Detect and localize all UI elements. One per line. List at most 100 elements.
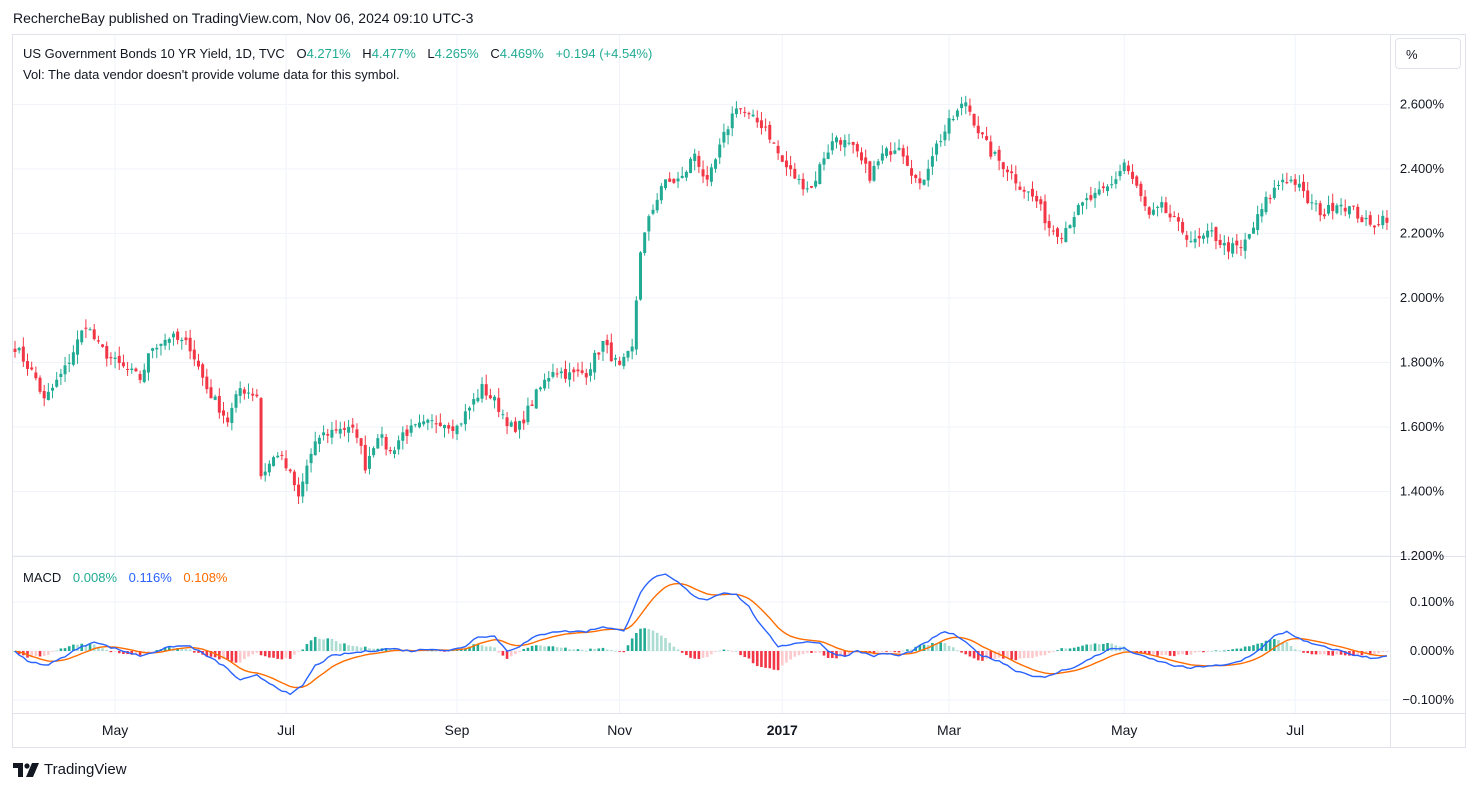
candle-body — [1060, 238, 1064, 240]
tradingview-logo[interactable]: TradingView — [13, 761, 127, 778]
candle-body — [255, 394, 259, 397]
candle-body — [1072, 217, 1076, 228]
candle-body — [409, 425, 413, 433]
macd-histogram-bar — [109, 651, 113, 653]
macd-histogram-bar — [389, 648, 392, 651]
candle-body — [401, 432, 405, 441]
candle-body — [205, 376, 209, 390]
candle-body — [180, 339, 184, 342]
candle-body — [413, 424, 417, 426]
candle-body — [21, 346, 25, 362]
published-header: RechercheBay published on TradingView.co… — [13, 10, 474, 26]
macd-histogram-bar — [776, 651, 780, 671]
macd-histogram-bar — [1010, 651, 1013, 660]
macd-histogram-bar — [543, 646, 546, 651]
macd-histogram-bar — [935, 643, 938, 651]
macd-histogram-bar — [530, 645, 534, 651]
macd-histogram-bar — [472, 644, 475, 651]
open-label: O — [296, 46, 307, 61]
macd-histogram-bar — [751, 651, 755, 664]
candle-body — [430, 420, 434, 422]
candle-body — [1089, 195, 1093, 200]
candle-body — [772, 142, 776, 144]
macd-histogram-bar — [376, 648, 380, 651]
low-value: 4.265% — [434, 46, 479, 61]
candle-body — [484, 384, 488, 396]
macd-histogram-bar — [943, 643, 947, 651]
macd-histogram-bar — [947, 645, 951, 651]
candle-body — [309, 453, 313, 464]
macd-histogram-bar — [1381, 651, 1385, 652]
macd-histogram-bar — [584, 650, 588, 652]
macd-histogram-bar — [188, 649, 192, 651]
change-value: +0.194 (+4.54%) — [555, 46, 653, 61]
candle-body — [392, 450, 396, 455]
candle-body — [689, 158, 693, 173]
candle-body — [1318, 203, 1322, 216]
macd-histogram-bar — [147, 651, 150, 652]
candle-body — [1331, 202, 1335, 212]
macd-histogram-bar — [876, 651, 880, 652]
candle-body — [301, 481, 305, 497]
macd-histogram-bar — [443, 651, 446, 652]
macd-histogram-bar — [797, 651, 801, 656]
macd-histogram-bar — [1097, 644, 1101, 651]
candle-body — [196, 360, 200, 367]
macd-histogram-bar — [1143, 651, 1147, 654]
macd-histogram-bar — [384, 647, 388, 651]
macd-histogram-bar — [1227, 649, 1230, 651]
macd-histogram-bar — [1160, 651, 1164, 656]
candle-body — [722, 131, 726, 143]
macd-histogram-bar — [38, 651, 42, 657]
percent-scale-button[interactable]: % — [1395, 38, 1461, 69]
candle-body — [809, 186, 813, 188]
candle-body — [222, 410, 225, 416]
candle-body — [530, 404, 534, 406]
price-axis-label: 1.800% — [1400, 354, 1445, 369]
candle-body — [864, 157, 868, 164]
candle-body — [914, 174, 918, 179]
macd-histogram-bar — [589, 648, 592, 651]
macd-label[interactable]: MACD — [23, 570, 62, 585]
macd-histogram-bar — [1035, 651, 1038, 657]
tradingview-logo-icon — [13, 762, 39, 777]
macd-histogram-bar — [1385, 651, 1389, 652]
candle-body — [726, 129, 730, 136]
candle-body — [576, 369, 580, 372]
candle-body — [1306, 190, 1310, 203]
macd-histogram-bar — [1039, 651, 1043, 656]
macd-histogram-bar — [534, 645, 538, 651]
candle-body — [513, 421, 517, 432]
macd-histogram-bar — [1164, 651, 1168, 655]
candle-body — [968, 105, 972, 112]
candle-body — [701, 169, 705, 177]
macd-histogram-bar — [276, 651, 280, 659]
macd-histogram-bar — [951, 647, 955, 651]
macd-histogram-bar — [1202, 651, 1205, 653]
macd-histogram-bar — [660, 635, 663, 651]
candle-body — [163, 339, 167, 346]
macd-histogram-bar — [343, 643, 346, 651]
candle-body — [639, 252, 642, 300]
macd-histogram-bar — [493, 647, 496, 651]
macd-histogram-bar — [484, 646, 488, 651]
macd-histogram-bar — [672, 646, 676, 651]
candle-body — [647, 216, 651, 232]
candle-body — [434, 423, 438, 425]
time-axis-label: May — [1111, 722, 1137, 738]
macd-histogram-bar — [309, 640, 313, 651]
candle-body — [768, 124, 772, 140]
candle-body — [1001, 162, 1005, 170]
candle-body — [989, 141, 993, 157]
symbol-title[interactable]: US Government Bonds 10 YR Yield, 1D, TVC — [23, 46, 285, 61]
candle-body — [751, 114, 755, 117]
candle-body — [96, 340, 100, 342]
candle-body — [359, 438, 363, 446]
macd-histogram-bar — [822, 651, 826, 656]
macd-histogram-bar — [338, 643, 342, 651]
macd-histogram-bar — [685, 651, 688, 656]
candle-body — [468, 407, 472, 411]
macd-histogram-bar — [1197, 651, 1201, 652]
candle-body — [943, 131, 947, 141]
